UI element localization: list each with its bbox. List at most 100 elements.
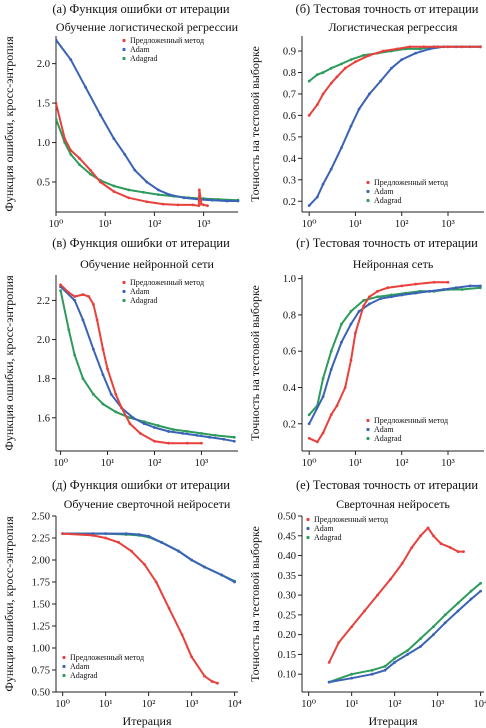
data-point-adagrad xyxy=(329,349,333,353)
data-point-proposed xyxy=(185,441,189,445)
x-tick-label: 10⁰ xyxy=(302,458,317,469)
series-line-adagrad xyxy=(62,532,236,583)
panel-subtitle: Обучение сверточной нейросети xyxy=(64,497,231,511)
data-point-adam xyxy=(91,347,95,351)
data-point-adagrad xyxy=(349,309,353,313)
data-point-adagrad xyxy=(329,66,333,70)
y-tick-label: 1.5 xyxy=(37,99,50,110)
data-point-adam xyxy=(145,180,149,184)
data-point-adam xyxy=(182,196,186,200)
x-tick-label: 10¹ xyxy=(98,219,112,230)
series-line-adagrad xyxy=(308,286,481,416)
data-point-adam xyxy=(56,38,58,42)
data-point-adagrad xyxy=(393,656,397,660)
legend-label-adagrad: Adagrad xyxy=(70,671,98,680)
data-point-adam xyxy=(104,532,108,535)
data-point-adam xyxy=(167,193,171,197)
data-point-adagrad xyxy=(376,295,379,299)
data-point-proposed xyxy=(190,655,194,659)
data-point-proposed xyxy=(88,168,92,172)
data-point-proposed xyxy=(449,546,452,550)
data-point-proposed xyxy=(436,45,440,49)
data-point-proposed xyxy=(104,536,108,540)
data-point-adagrad xyxy=(142,190,145,194)
data-point-adagrad xyxy=(432,625,435,629)
data-point-proposed xyxy=(112,190,116,193)
panel-subtitle: Нейронная сеть xyxy=(353,257,434,271)
x-tick-label: 10⁴ xyxy=(474,699,486,710)
y-tick-label: 2.0 xyxy=(37,59,50,70)
data-point-proposed xyxy=(101,347,105,351)
data-point-proposed xyxy=(350,625,354,629)
x-tick-label: 10¹ xyxy=(345,699,359,710)
y-tick-label: 0.50 xyxy=(32,688,50,699)
data-point-adam xyxy=(220,573,224,577)
y-tick-label: 0.9 xyxy=(283,47,296,58)
data-point-proposed xyxy=(376,593,379,597)
data-point-adam xyxy=(142,422,146,426)
chart-panel-e: (д) Функция ошибки от итерации Обучение с… xyxy=(2,478,242,728)
x-tick-label: 10⁰ xyxy=(49,219,64,230)
data-point-proposed xyxy=(203,674,206,678)
legend-label-proposed: Предложенный метод xyxy=(130,36,204,45)
data-point-proposed xyxy=(456,550,460,553)
legend-label-adam: Adam xyxy=(374,187,394,196)
data-point-proposed xyxy=(462,550,465,553)
data-point-adagrad xyxy=(56,117,58,121)
legend-marker-proposed xyxy=(306,517,310,522)
data-point-proposed xyxy=(354,331,357,335)
x-tick-label: 10² xyxy=(395,458,409,469)
x-tick-label: 10⁰ xyxy=(55,699,70,710)
data-point-adam xyxy=(307,204,311,207)
data-point-adam xyxy=(327,680,331,684)
data-point-adagrad xyxy=(91,392,95,396)
panel-subtitle: Обучение нейронной сети xyxy=(80,257,214,271)
data-point-adagrad xyxy=(307,413,311,417)
data-point-proposed xyxy=(422,45,426,49)
data-point-adam xyxy=(357,309,361,313)
y-axis-label: Функция ошибки, кросс-энтропия xyxy=(2,275,16,451)
data-point-proposed xyxy=(59,283,62,287)
legend-label-adagrad: Adagrad xyxy=(130,54,158,63)
data-point-proposed xyxy=(153,439,156,443)
data-point-proposed xyxy=(329,413,333,417)
data-point-adam xyxy=(370,672,374,676)
x-tick-label: 10² xyxy=(388,699,402,710)
data-point-adam xyxy=(208,435,212,439)
y-tick-label: 0.5 xyxy=(283,132,296,143)
data-point-adam xyxy=(232,439,236,443)
series-line-adagrad xyxy=(308,45,481,82)
legend-label-adam: Adam xyxy=(70,662,90,671)
data-point-proposed xyxy=(180,633,184,637)
data-point-adagrad xyxy=(112,184,116,188)
panel-title: (б) Тестовая точность от итерации xyxy=(296,2,479,16)
y-tick-label: 1.50 xyxy=(32,600,50,611)
series-line-proposed xyxy=(308,45,481,117)
data-point-proposed xyxy=(363,609,366,613)
y-tick-label: 1.8 xyxy=(37,374,50,385)
legend-marker-adagrad xyxy=(366,436,370,441)
data-point-adagrad xyxy=(114,410,118,414)
data-point-adam xyxy=(379,297,383,300)
data-point-proposed xyxy=(202,203,206,207)
data-point-adam xyxy=(109,392,113,396)
y-tick-label: 2.50 xyxy=(32,512,50,523)
panel-title: (в) Функция ошибки от итерации xyxy=(52,236,230,250)
data-point-adagrad xyxy=(406,649,409,652)
panel-title: (д) Функция ошибки от итерации xyxy=(52,478,230,492)
data-point-adagrad xyxy=(321,377,325,380)
data-point-proposed xyxy=(130,549,133,553)
data-point-proposed xyxy=(191,203,195,207)
data-point-proposed xyxy=(95,318,99,322)
data-point-adagrad xyxy=(232,435,236,439)
data-point-proposed xyxy=(367,295,371,299)
data-point-proposed xyxy=(414,282,418,286)
data-point-adam xyxy=(393,660,397,664)
data-point-adagrad xyxy=(419,637,422,641)
data-point-adam xyxy=(131,416,135,420)
data-point-adagrad xyxy=(340,322,343,326)
legend-marker-adam xyxy=(366,189,370,194)
data-point-adagrad xyxy=(460,288,464,291)
data-point-adam xyxy=(124,532,128,535)
